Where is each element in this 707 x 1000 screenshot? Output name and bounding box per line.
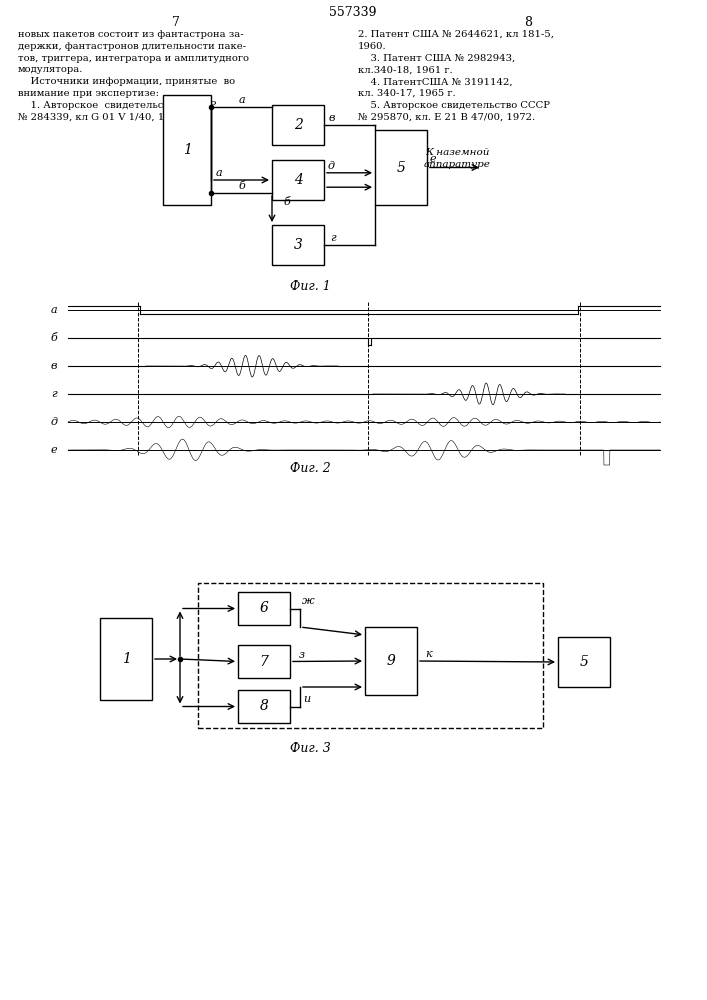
Text: Фиг. 1: Фиг. 1 (290, 279, 330, 292)
Text: б: б (284, 197, 291, 207)
Text: 5: 5 (397, 160, 405, 174)
Text: 2: 2 (293, 118, 303, 132)
Text: г: г (330, 233, 336, 243)
Text: 5: 5 (580, 655, 588, 669)
Bar (272, 105, 324, 145)
Text: 557339: 557339 (329, 5, 377, 18)
Text: а: а (238, 95, 245, 105)
Text: 8: 8 (259, 700, 269, 714)
Text: з: з (299, 650, 305, 660)
Text: 7: 7 (259, 654, 269, 668)
Text: аппаратуре: аппаратуре (423, 160, 491, 169)
Text: К наземной: К наземной (425, 148, 489, 157)
Bar (163, 95, 211, 205)
Text: Фиг. 3: Фиг. 3 (290, 742, 330, 754)
Text: е: е (430, 154, 436, 164)
Bar (238, 645, 290, 678)
Bar (272, 160, 324, 200)
Text: ж: ж (302, 596, 315, 606)
Bar (238, 690, 290, 723)
Text: 1: 1 (122, 652, 130, 666)
Bar (100, 618, 152, 700)
Bar (198, 583, 543, 728)
Text: Фиг. 2: Фиг. 2 (290, 462, 330, 475)
Text: в: в (51, 361, 57, 371)
Text: б: б (51, 333, 57, 343)
Text: е: е (51, 445, 57, 455)
Text: д: д (327, 161, 334, 171)
Text: 6: 6 (259, 601, 269, 615)
Text: 2. Патент США № 2644621, кл 181-5,
1960.
    3. Патент США № 2982943,
кл.340-18,: 2. Патент США № 2644621, кл 181-5, 1960.… (358, 30, 554, 122)
Text: г: г (51, 389, 57, 399)
Text: 1: 1 (182, 143, 192, 157)
Text: к: к (426, 649, 432, 659)
Text: 8: 8 (524, 16, 532, 29)
Text: а: а (51, 305, 57, 315)
Text: новых пакетов состоит из фантастрона за-
держки, фантастронов длительности паке-: новых пакетов состоит из фантастрона за-… (18, 30, 249, 122)
Bar (272, 225, 324, 265)
Text: б: б (238, 181, 245, 191)
Bar (558, 637, 610, 687)
Text: 4: 4 (293, 173, 303, 187)
Text: 3: 3 (293, 238, 303, 252)
Text: в: в (329, 113, 335, 123)
Text: 9: 9 (387, 654, 395, 668)
Bar (375, 130, 427, 205)
Bar (238, 592, 290, 625)
Text: д: д (50, 417, 57, 427)
Text: 7: 7 (172, 16, 180, 29)
Text: а: а (216, 168, 222, 178)
Bar (365, 627, 417, 695)
Text: и: и (303, 694, 310, 704)
